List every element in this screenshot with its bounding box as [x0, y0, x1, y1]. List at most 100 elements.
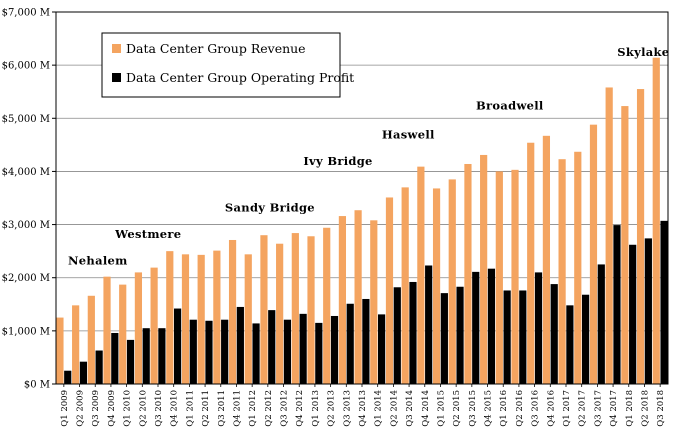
bars [56, 57, 668, 385]
bar-operating-profit [330, 315, 339, 384]
bar-revenue [244, 254, 252, 384]
bar-operating-profit [519, 290, 527, 384]
legend-label-revenue: Data Center Group Revenue [126, 41, 306, 56]
x-tick-label: Q4 2010 [170, 390, 180, 427]
x-tick-label: Q4 2012 [295, 390, 305, 427]
x-axis: Q1 2009 Q2 2009 Q3 2009 Q4 2009 Q1 2010 Q2 20… [60, 384, 666, 427]
x-tick-label: Q1 2014 [374, 390, 384, 427]
bar-revenue [574, 151, 582, 384]
bar-operating-profit [629, 244, 637, 384]
bar-operating-profit [95, 350, 103, 384]
x-tick-label: Q2 2018 [640, 390, 650, 427]
bar-revenue [370, 220, 378, 384]
bar-revenue [323, 227, 331, 384]
bar-revenue [228, 239, 237, 384]
bar-revenue [72, 305, 80, 384]
legend-label-operating-profit: Data Center Group Operating Profit [126, 70, 354, 85]
bar-revenue [197, 254, 205, 384]
bar-revenue [119, 284, 127, 384]
bar-revenue [448, 179, 456, 384]
annotations: Nehalem Westmere Sandy Bridge Ivy Bridge Has… [68, 45, 669, 267]
y-tick-label: $0 M [24, 380, 50, 391]
bar-operating-profit [205, 320, 213, 384]
bar-revenue [385, 197, 394, 384]
legend-swatch-operating-profit [112, 73, 121, 82]
y-tick-label: $3,000 M [2, 220, 50, 231]
bar-operating-profit [597, 264, 605, 384]
bar-revenue [464, 163, 472, 384]
x-tick-label: Q3 2010 [154, 390, 164, 427]
annotation-haswell: Haswell [382, 127, 435, 141]
bar-revenue [134, 272, 143, 384]
bar-operating-profit [456, 286, 464, 384]
x-tick-label: Q1 2013 [311, 390, 321, 427]
x-tick-label: Q4 2014 [421, 390, 431, 427]
legend: Data Center Group Revenue Data Center Gr… [101, 32, 354, 98]
legend-swatch-revenue [112, 44, 121, 53]
bar-operating-profit [377, 314, 386, 384]
bar-revenue [307, 236, 315, 384]
x-tick-label: Q3 2017 [593, 390, 603, 427]
bar-operating-profit [299, 313, 307, 384]
annotation-sandy-bridge: Sandy Bridge [225, 200, 315, 214]
bar-operating-profit [566, 305, 574, 384]
x-tick-label: Q1 2009 [60, 390, 70, 427]
legend-box [101, 32, 341, 98]
bar-revenue [260, 235, 268, 384]
x-tick-label: Q3 2016 [531, 390, 541, 427]
x-tick-label: Q1 2012 [248, 390, 258, 427]
bar-revenue [354, 210, 362, 384]
bar-operating-profit [534, 272, 543, 384]
bar-revenue [605, 87, 613, 384]
y-tick-label: $2,000 M [2, 273, 50, 284]
x-tick-label: Q4 2013 [358, 390, 368, 427]
bar-operating-profit [111, 332, 119, 384]
bar-operating-profit [644, 238, 652, 384]
bar-operating-profit [472, 271, 480, 384]
bar-revenue [87, 295, 95, 384]
bar-operating-profit [236, 306, 244, 384]
x-tick-label: Q3 2013 [342, 390, 352, 427]
x-tick-label: Q2 2011 [201, 390, 211, 427]
bar-operating-profit [393, 287, 401, 384]
bar-operating-profit [158, 328, 166, 384]
bar-operating-profit [660, 220, 668, 384]
bar-operating-profit [221, 319, 229, 384]
annotation-ivy-bridge: Ivy Bridge [303, 154, 372, 168]
x-tick-label: Q4 2011 [232, 390, 242, 427]
x-tick-label: Q2 2014 [389, 390, 399, 427]
annotation-skylake: Skylake [617, 45, 669, 59]
bar-operating-profit [252, 323, 260, 384]
bar-revenue [103, 276, 111, 384]
bar-operating-profit [315, 322, 323, 384]
bar-operating-profit [142, 328, 150, 384]
y-tick-label: $4,000 M [2, 167, 50, 178]
bar-revenue [558, 159, 566, 384]
x-tick-label: Q3 2011 [217, 390, 227, 427]
bar-operating-profit [581, 294, 590, 384]
bar-revenue [150, 267, 158, 384]
bar-revenue [56, 317, 64, 384]
bar-revenue [181, 254, 190, 384]
bar-operating-profit [362, 298, 370, 384]
y-tick-label: $1,000 M [2, 326, 50, 337]
x-tick-label: Q1 2011 [185, 390, 195, 427]
x-tick-label: Q1 2015 [436, 390, 446, 427]
bar-revenue [621, 106, 629, 384]
x-tick-label: Q2 2012 [264, 390, 274, 427]
bar-operating-profit [189, 319, 197, 384]
bar-revenue [213, 250, 221, 384]
bar-revenue [417, 166, 425, 384]
bar-operating-profit [613, 225, 621, 384]
bar-revenue [589, 124, 598, 385]
x-tick-label: Q1 2016 [499, 390, 509, 427]
annotation-broadwell: Broadwell [476, 98, 544, 112]
bar-revenue [636, 89, 645, 385]
bar-revenue [401, 187, 409, 384]
bar-operating-profit [425, 265, 433, 384]
x-tick-label: Q1 2010 [123, 390, 133, 427]
bar-operating-profit [409, 281, 417, 384]
bar-revenue [527, 142, 535, 384]
x-tick-label: Q1 2017 [562, 390, 572, 427]
